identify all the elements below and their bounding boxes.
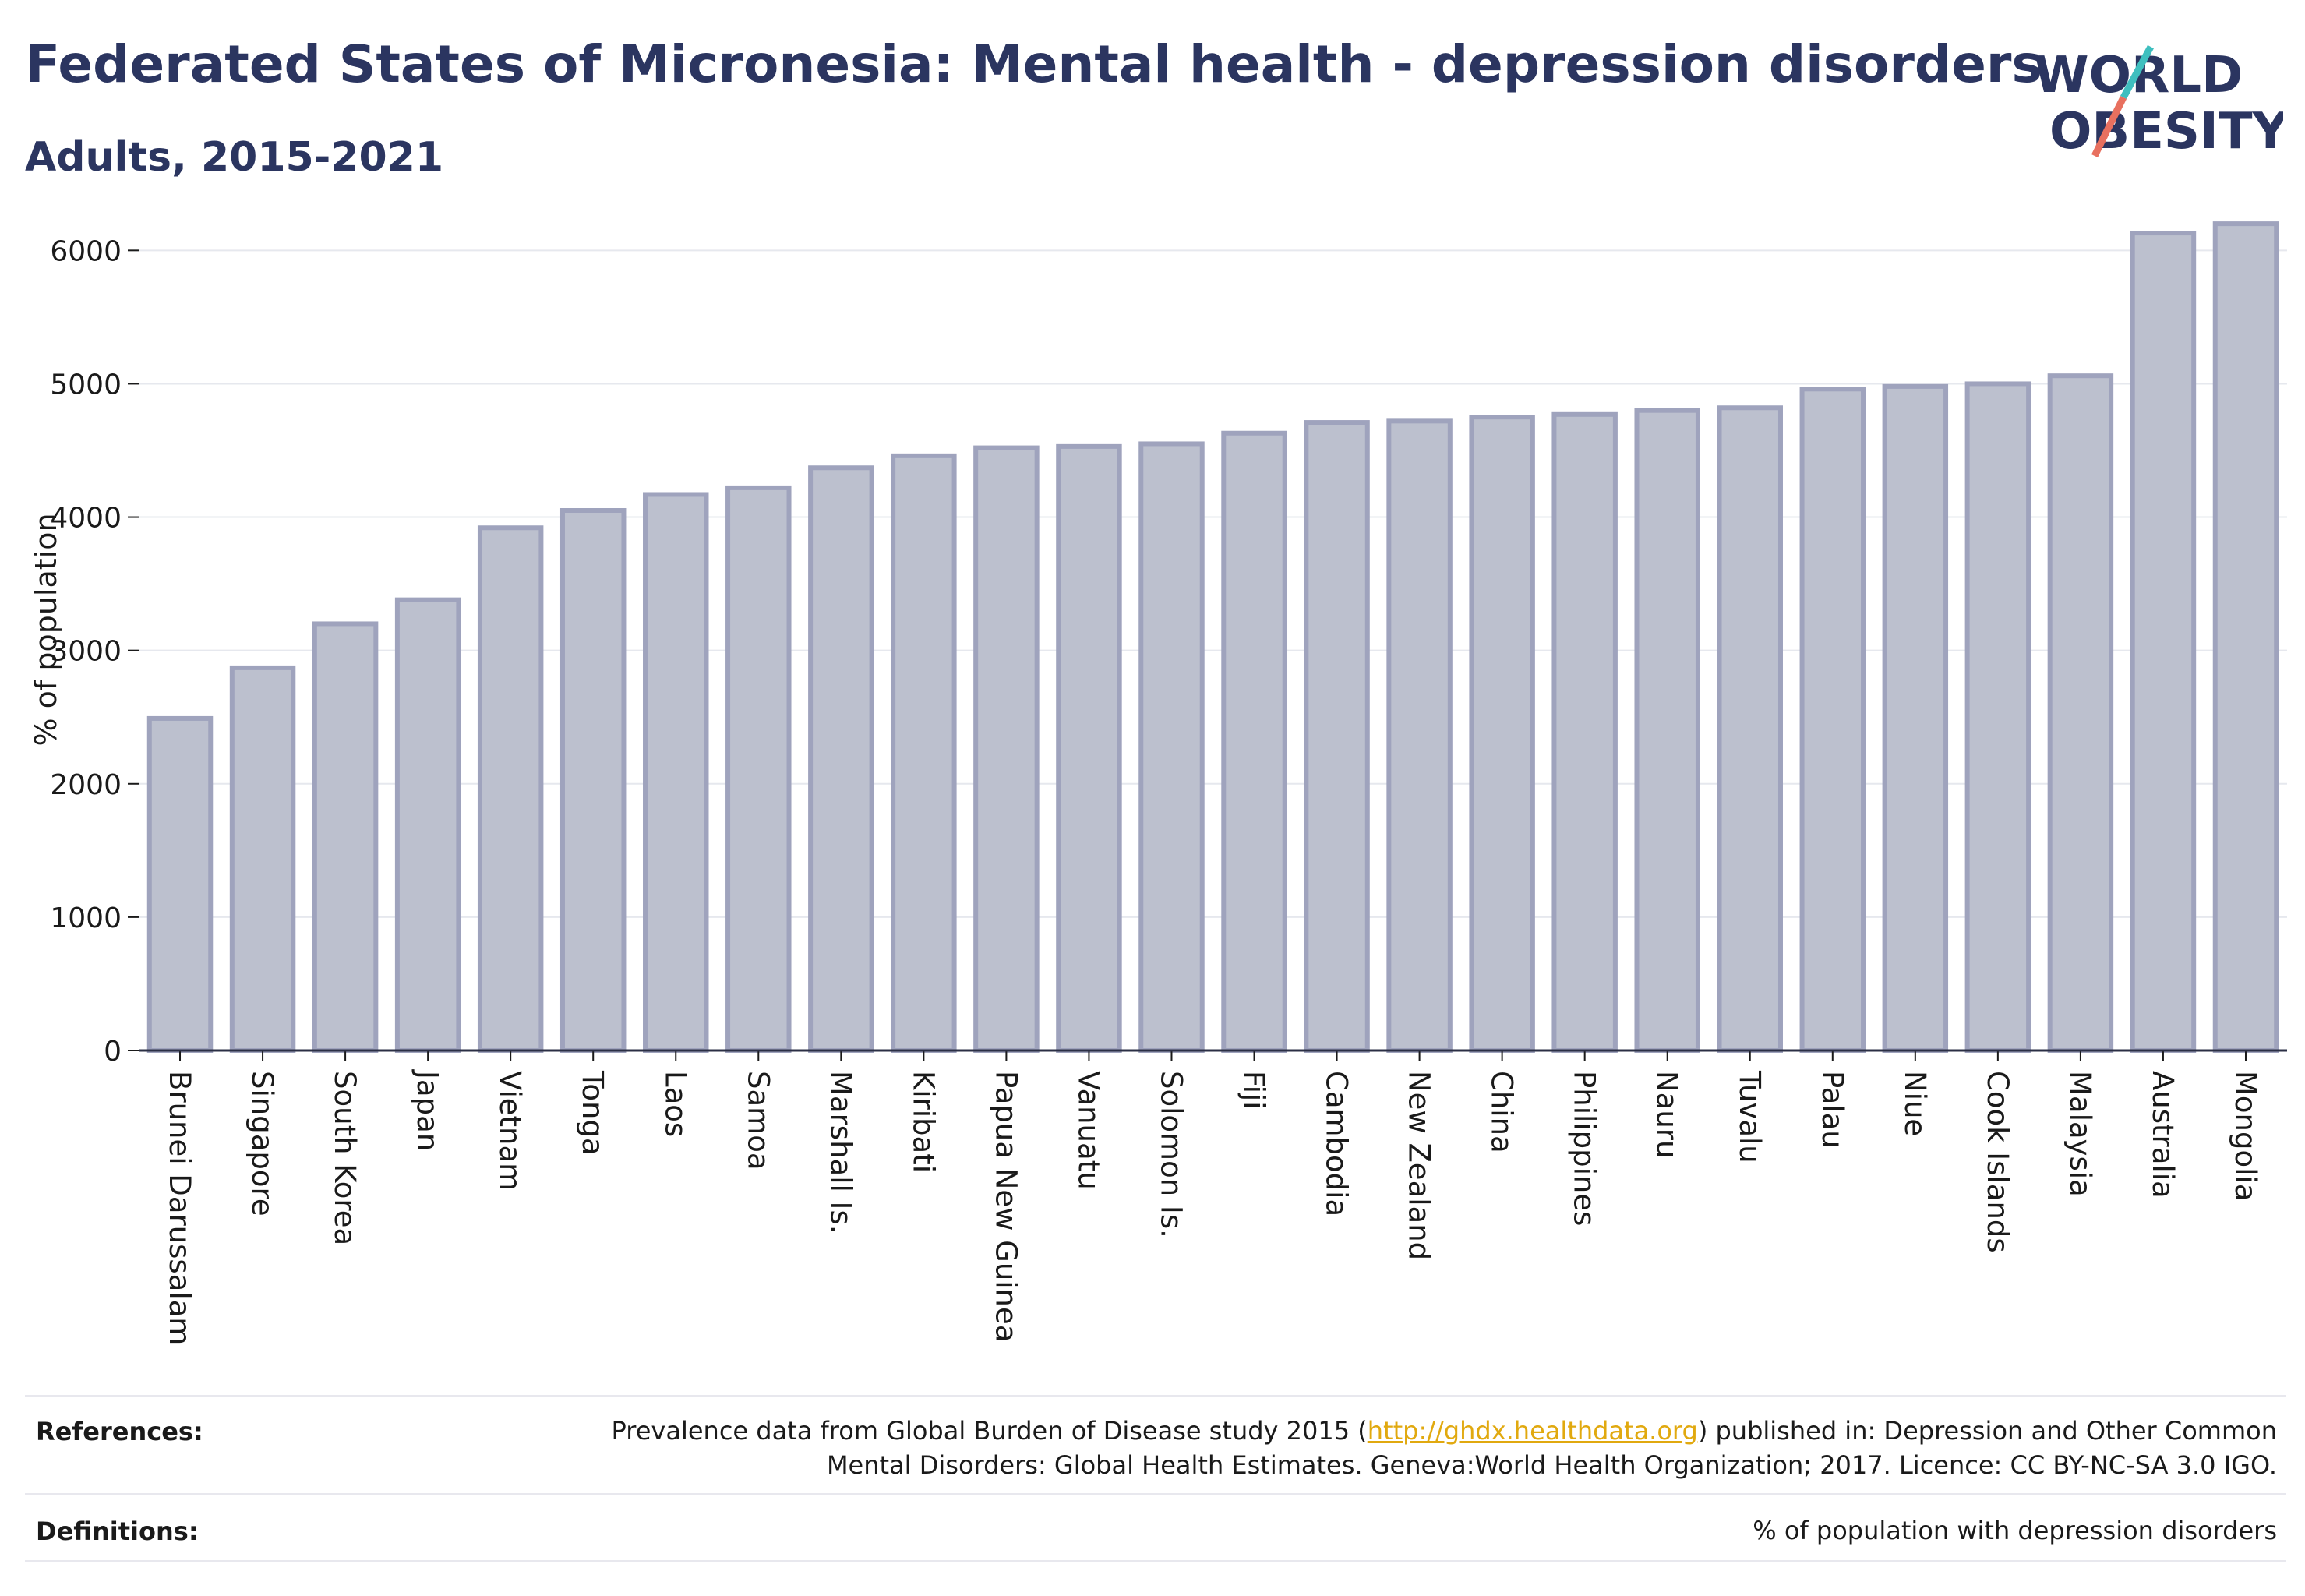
bar bbox=[1964, 381, 2031, 1053]
x-tick-label: Fiji bbox=[1237, 1071, 1271, 1109]
bar bbox=[2212, 221, 2279, 1054]
bar-chart: 0 1000 2000 3000 4000 5000 6000 Brunei Darussal… bbox=[29, 221, 2287, 1345]
y-tick-label: 5000 bbox=[50, 369, 122, 401]
x-tick-label: Niue bbox=[1898, 1071, 1932, 1136]
bar bbox=[891, 453, 957, 1053]
x-tick-label: Palau bbox=[1816, 1071, 1849, 1149]
logo-line2: OBESITY bbox=[2049, 103, 2283, 161]
axis-layer: 0 1000 2000 3000 4000 5000 6000 Brunei Darussal… bbox=[50, 235, 2287, 1345]
y-tick-label: 6000 bbox=[50, 235, 122, 267]
bar bbox=[1386, 418, 1453, 1053]
y-tick-label: 0 bbox=[104, 1036, 122, 1068]
bar bbox=[1221, 430, 1287, 1053]
x-tick-label: Marshall Is. bbox=[824, 1071, 857, 1234]
bar bbox=[725, 485, 792, 1053]
x-tick-label: Vietnam bbox=[493, 1071, 527, 1191]
bar bbox=[146, 715, 214, 1054]
bar bbox=[559, 508, 627, 1053]
references-section: References: Prevalence data from Global … bbox=[25, 1416, 2286, 1502]
x-tick-label: Laos bbox=[658, 1071, 692, 1137]
footer-divider-bottom bbox=[25, 1560, 2286, 1562]
definitions-text: % of population with depression disorder… bbox=[1753, 1516, 2277, 1545]
y-tick-label: 3000 bbox=[50, 636, 122, 668]
bar bbox=[1551, 411, 1618, 1053]
footer-divider-middle bbox=[25, 1493, 2286, 1495]
definitions-label: Definitions: bbox=[36, 1517, 199, 1546]
bar bbox=[477, 525, 544, 1053]
x-tick-label: Japan bbox=[411, 1069, 444, 1151]
x-tick-label: Vanuatu bbox=[1071, 1071, 1105, 1190]
x-tick-label: Singapore bbox=[245, 1071, 279, 1216]
bar bbox=[1304, 420, 1370, 1053]
definitions-section: Definitions: % of population with depres… bbox=[25, 1516, 2286, 1555]
bar bbox=[643, 492, 709, 1053]
x-tick-label: Papua New Guinea bbox=[989, 1071, 1022, 1342]
x-tick-label: Australia bbox=[2146, 1071, 2180, 1199]
x-tick-label: Tonga bbox=[576, 1070, 609, 1156]
bar bbox=[808, 465, 874, 1053]
bar bbox=[1882, 383, 1949, 1054]
bar-layer bbox=[146, 221, 2279, 1054]
x-tick-label: Tuvalu bbox=[1733, 1070, 1767, 1163]
references-link[interactable]: http://ghdx.healthdata.org bbox=[1367, 1416, 1698, 1446]
x-tick-label: Philippines bbox=[1568, 1071, 1601, 1226]
bar bbox=[1138, 441, 1205, 1053]
y-axis-label: % of population bbox=[29, 513, 63, 746]
chart-title: Federated States of Micronesia: Mental h… bbox=[25, 34, 2042, 94]
x-tick-label: Solomon Is. bbox=[1154, 1071, 1188, 1238]
grid-layer bbox=[139, 249, 2287, 918]
x-tick-label: Mongolia bbox=[2229, 1071, 2262, 1201]
x-tick-label: Nauru bbox=[1650, 1071, 1684, 1158]
x-tick-label: Samoa bbox=[741, 1071, 775, 1171]
footer-divider-top bbox=[25, 1395, 2286, 1396]
world-obesity-logo: WORLD OBESITY bbox=[2034, 44, 2283, 161]
bar bbox=[1799, 387, 1866, 1053]
references-text-line2: Mental Disorders: Global Health Estimate… bbox=[826, 1450, 2277, 1480]
x-tick-label: South Korea bbox=[328, 1071, 362, 1245]
references-text-post: ) published in: Depression and Other Com… bbox=[1697, 1416, 2277, 1446]
bar bbox=[312, 621, 379, 1053]
bar bbox=[1469, 415, 1535, 1053]
bar bbox=[2130, 231, 2197, 1054]
y-tick-label: 1000 bbox=[50, 902, 122, 934]
logo-slash-teal bbox=[2120, 44, 2154, 100]
references-label: References: bbox=[36, 1417, 203, 1446]
chart-subtitle: Adults, 2015-2021 bbox=[25, 134, 444, 181]
logo-slash-coral bbox=[2091, 96, 2127, 157]
y-tick-label: 2000 bbox=[50, 769, 122, 801]
x-tick-label: Kiribati bbox=[906, 1071, 940, 1173]
bar bbox=[1634, 408, 1700, 1053]
bar bbox=[394, 597, 461, 1053]
bar bbox=[2047, 373, 2114, 1053]
bar bbox=[1717, 405, 1783, 1053]
bar bbox=[229, 665, 296, 1054]
x-tick-label: Brunei Darussalam bbox=[163, 1071, 196, 1345]
bar bbox=[973, 445, 1040, 1053]
references-text-pre: Prevalence data from Global Burden of Di… bbox=[611, 1416, 1368, 1446]
x-tick-label: Cambodia bbox=[1320, 1071, 1354, 1216]
x-tick-label: Cook Islands bbox=[1981, 1071, 2014, 1253]
x-tick-label: China bbox=[1485, 1071, 1519, 1153]
x-tick-label: New Zealand bbox=[1403, 1071, 1436, 1260]
x-tick-label: Malaysia bbox=[2063, 1071, 2097, 1197]
bar bbox=[1056, 443, 1122, 1053]
y-tick-label: 4000 bbox=[50, 503, 122, 535]
